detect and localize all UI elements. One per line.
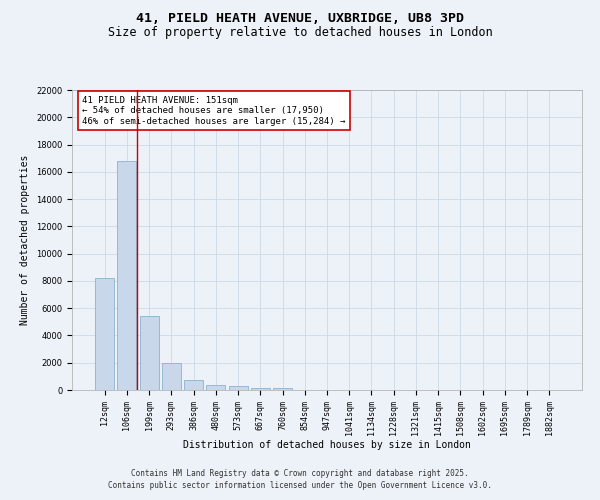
Y-axis label: Number of detached properties: Number of detached properties [20,155,31,325]
Text: 41 PIELD HEATH AVENUE: 151sqm
← 54% of detached houses are smaller (17,950)
46% : 41 PIELD HEATH AVENUE: 151sqm ← 54% of d… [82,96,346,126]
Bar [229,386,248,390]
Bar [273,388,292,390]
Bar [162,364,181,390]
Bar [251,388,270,390]
Bar [140,316,158,390]
Text: Contains HM Land Registry data © Crown copyright and database right 2025.
Contai: Contains HM Land Registry data © Crown c… [108,468,492,490]
Bar [206,385,225,390]
Text: 41, PIELD HEATH AVENUE, UXBRIDGE, UB8 3PD: 41, PIELD HEATH AVENUE, UXBRIDGE, UB8 3P… [136,12,464,26]
Bar [184,380,203,390]
X-axis label: Distribution of detached houses by size in London: Distribution of detached houses by size … [183,440,471,450]
Bar [118,161,136,390]
Bar [95,278,114,390]
Text: Size of property relative to detached houses in London: Size of property relative to detached ho… [107,26,493,39]
